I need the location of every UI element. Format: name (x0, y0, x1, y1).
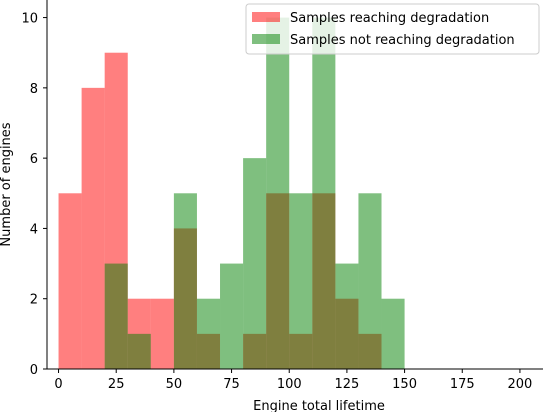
legend-label-1: Samples reaching degradation (290, 11, 489, 26)
bar-series2-80 (243, 158, 267, 369)
y-tick-label: 6 (30, 152, 38, 167)
legend-label-2: Samples not reaching degradation (290, 33, 515, 48)
legend-box (245, 3, 540, 55)
y-tick-label: 8 (30, 82, 38, 97)
axes-layer (46, 0, 543, 370)
x-tick-label: 0 (54, 377, 62, 392)
bar-series2-140 (381, 298, 405, 369)
y-axis-label: Number of engines (0, 122, 14, 246)
bar-series2-60 (196, 298, 221, 369)
legend-swatch-2 (252, 34, 280, 44)
bar-series1-10 (81, 87, 105, 369)
bar-series2-20 (104, 263, 128, 369)
bar-series1-40 (150, 298, 174, 369)
bars-layer (58, 17, 405, 369)
x-tick-label: 175 (450, 377, 475, 392)
bar-series2-70 (220, 263, 244, 369)
ticks-layer: 0 25 50 75 100 125 150 175 200 0 2 4 6 8 10 (21, 12, 532, 392)
bar-series2-50 (173, 193, 197, 369)
bar-series2-130 (358, 193, 382, 369)
x-tick-label: 125 (334, 377, 359, 392)
bar-series1-0 (58, 193, 82, 369)
y-tick-label: 2 (30, 293, 38, 308)
bar-series2-100 (289, 193, 313, 369)
x-tick-label: 50 (166, 377, 183, 392)
x-tick-label: 25 (108, 377, 125, 392)
x-tick-label: 75 (223, 377, 240, 392)
legend: Samples reaching degradation Samples not … (245, 3, 540, 55)
bar-series2-30 (127, 333, 151, 369)
x-tick-label: 150 (392, 377, 417, 392)
y-tick-label: 0 (30, 363, 38, 378)
bar-series2-90 (266, 17, 290, 369)
bar-series2-120 (335, 263, 359, 369)
legend-swatch-1 (252, 12, 280, 22)
x-tick-label: 200 (508, 377, 533, 392)
x-axis-label: Engine total lifetime (253, 399, 385, 412)
bar-series2-110 (312, 17, 336, 369)
x-tick-label: 100 (277, 377, 302, 392)
y-tick-label: 4 (30, 222, 38, 237)
y-tick-label: 10 (21, 12, 38, 27)
